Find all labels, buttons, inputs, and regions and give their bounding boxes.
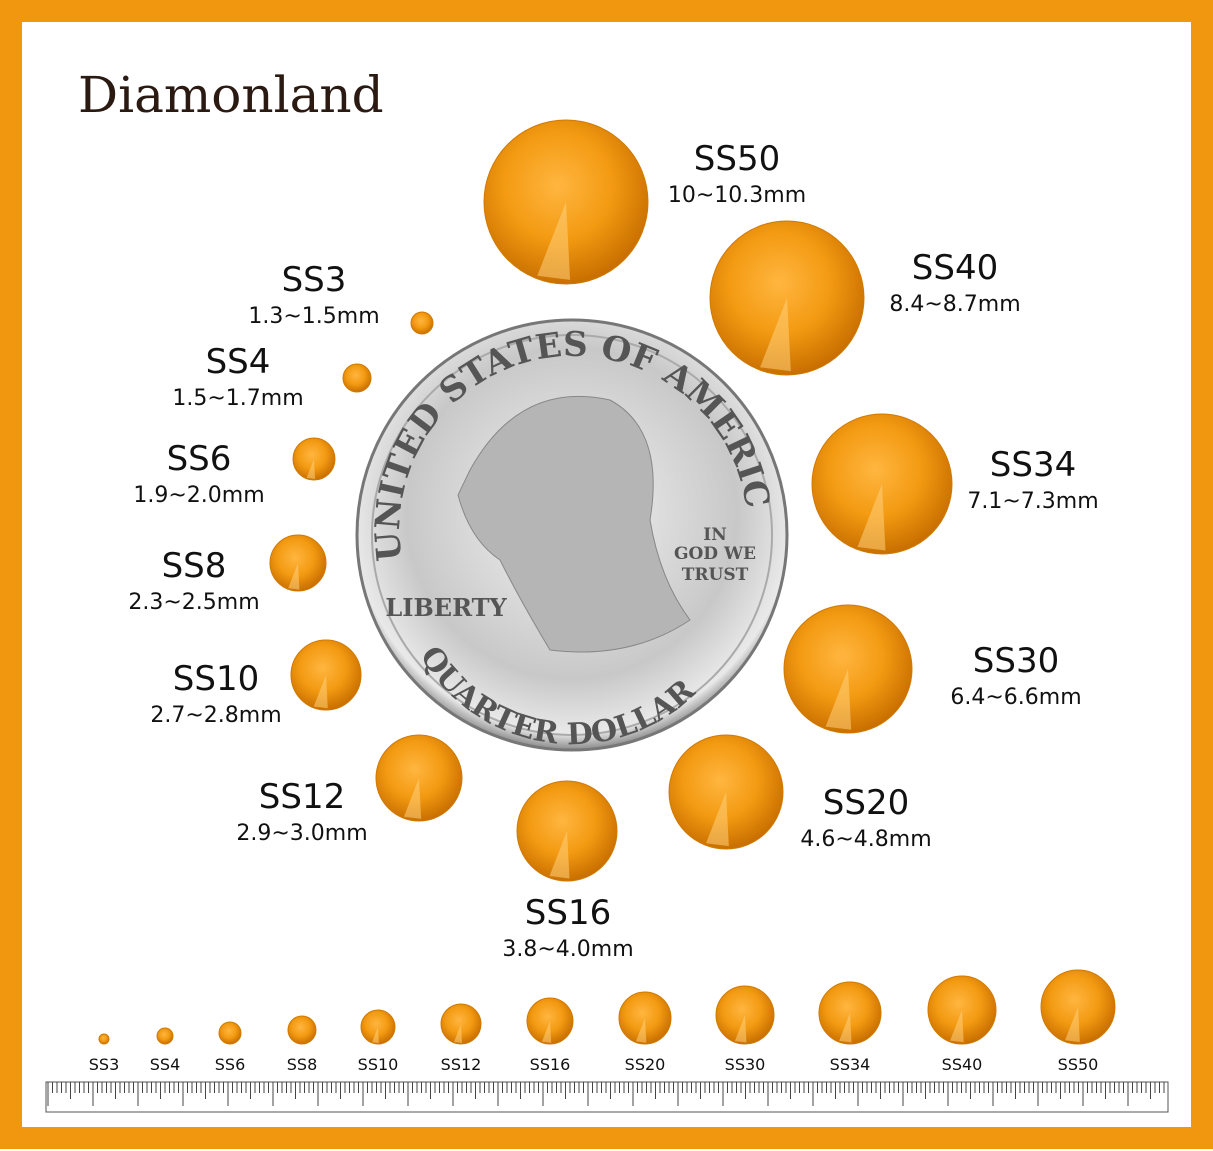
facet	[839, 1013, 852, 1043]
rhinestone	[98, 1033, 110, 1045]
facet	[313, 675, 328, 709]
row-label: SS4	[150, 1055, 181, 1074]
size-name: SS50	[694, 139, 780, 179]
size-range: 6.4~6.6mm	[950, 685, 1081, 710]
row-label: SS40	[942, 1055, 983, 1074]
size-name: SS30	[973, 641, 1059, 681]
facet	[549, 831, 570, 879]
facet	[403, 778, 422, 819]
rhinestone	[287, 1015, 317, 1045]
size-name: SS20	[823, 783, 909, 823]
facet	[825, 669, 852, 730]
facet	[635, 1018, 647, 1043]
coin-motto: IN	[703, 525, 727, 545]
size-range: 2.9~3.0mm	[236, 821, 367, 846]
facet	[288, 563, 300, 590]
facet	[706, 792, 729, 847]
row-label: SS50	[1058, 1055, 1099, 1074]
facet	[306, 459, 316, 479]
size-name: SS16	[525, 893, 611, 933]
coin-motto: TRUST	[682, 565, 749, 585]
facet	[950, 1010, 964, 1043]
row-label: SS34	[830, 1055, 871, 1074]
size-range: 7.1~7.3mm	[967, 489, 1098, 514]
size-name: SS6	[167, 439, 232, 479]
size-range: 1.3~1.5mm	[248, 304, 379, 329]
size-range: 2.7~2.8mm	[150, 703, 281, 728]
facet	[537, 202, 571, 280]
facet	[734, 1015, 747, 1043]
size-range: 4.6~4.8mm	[800, 827, 931, 852]
row-label: SS3	[89, 1055, 120, 1074]
size-name: SS12	[259, 777, 345, 817]
size-range: 1.9~2.0mm	[133, 483, 264, 508]
size-range: 3.8~4.0mm	[502, 937, 633, 962]
row-label: SS30	[725, 1055, 766, 1074]
rhinestone	[410, 311, 434, 335]
rhinestone	[218, 1021, 242, 1045]
size-name: SS8	[162, 546, 227, 586]
facet	[372, 1027, 379, 1044]
rhinestone	[342, 363, 372, 393]
row-label: SS8	[287, 1055, 318, 1074]
row-label: SS12	[441, 1055, 482, 1074]
size-name: SS40	[912, 248, 998, 288]
size-name: SS4	[206, 342, 271, 382]
facet	[541, 1021, 552, 1043]
size-range: 10~10.3mm	[668, 183, 806, 208]
row-label: SS6	[215, 1055, 246, 1074]
size-name: SS34	[990, 445, 1076, 485]
size-range: 8.4~8.7mm	[889, 292, 1020, 317]
facet	[760, 298, 791, 372]
row-label: SS16	[530, 1055, 571, 1074]
coin-left: LIBERTY	[385, 593, 507, 622]
coin-motto: GOD WE	[674, 544, 756, 564]
row-label: SS10	[358, 1055, 399, 1074]
facet	[454, 1024, 462, 1043]
size-range: 1.5~1.7mm	[172, 386, 303, 411]
facet	[857, 484, 886, 551]
rhinestone	[156, 1027, 174, 1045]
size-name: SS3	[282, 260, 347, 300]
facet	[1065, 1007, 1080, 1043]
size-range: 2.3~2.5mm	[128, 590, 259, 615]
brand: Diamonland	[78, 66, 384, 124]
row-label: SS20	[625, 1055, 666, 1074]
size-name: SS10	[173, 659, 259, 699]
